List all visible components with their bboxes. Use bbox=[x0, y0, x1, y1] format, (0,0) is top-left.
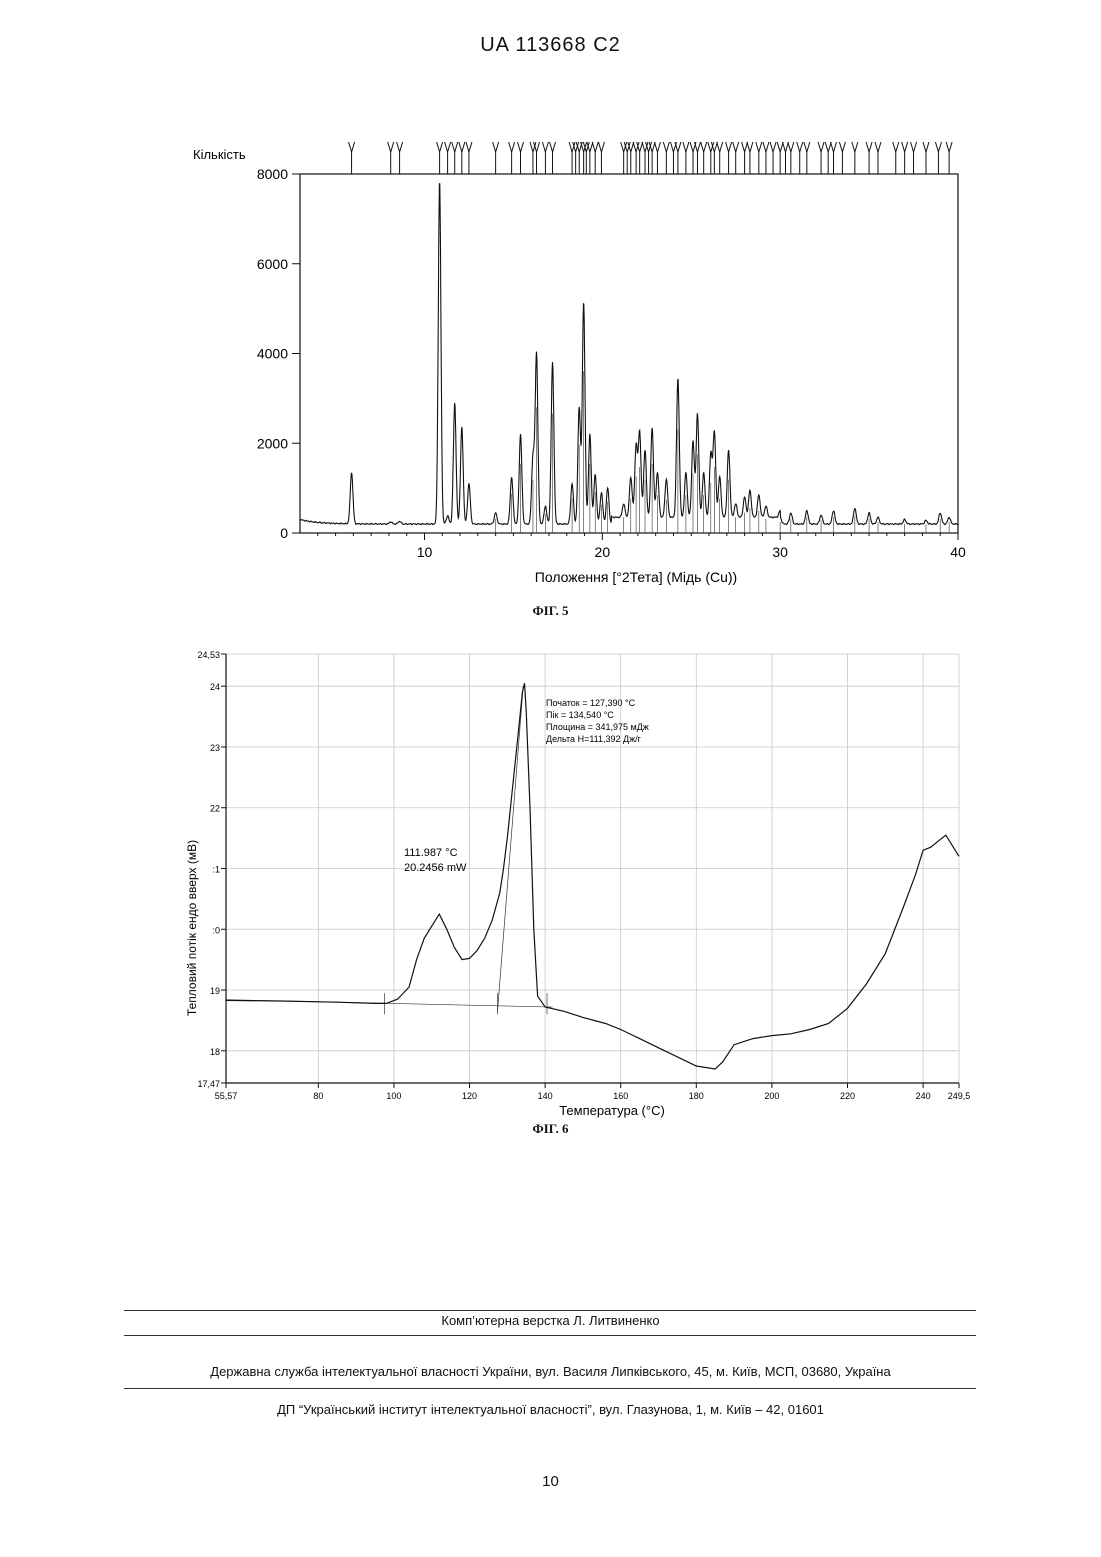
dsc-y-tick-label: :1 bbox=[212, 865, 220, 875]
footer-rule-top bbox=[124, 1310, 976, 1311]
peak-label: Пік = 134,540 °C bbox=[546, 710, 614, 720]
area-label: Площина = 341,975 мДж bbox=[546, 722, 649, 732]
peak1-temp-label: 111.987 °C bbox=[404, 847, 458, 859]
dsc-onset-tangent bbox=[497, 686, 523, 1011]
dsc-x-tick-label: 240 bbox=[916, 1091, 931, 1101]
peak1-value-label: 20.2456 mW bbox=[404, 862, 467, 874]
page-number: 10 bbox=[0, 1473, 1101, 1490]
dsc-y-tick-label: 24,53 bbox=[197, 650, 220, 660]
dsc-x-tick-label: 100 bbox=[386, 1091, 401, 1101]
dsc-y-tick-label: 24 bbox=[210, 682, 220, 692]
footer-agency-address: Державна служба інтелектуальної власност… bbox=[0, 1364, 1101, 1379]
dsc-y-tick-label: 22 bbox=[210, 804, 220, 814]
dsc-x-tick-label: 80 bbox=[313, 1091, 323, 1101]
dsc-x-tick-label: 160 bbox=[613, 1091, 628, 1101]
dsc-x-tick-label: 220 bbox=[840, 1091, 855, 1101]
dsc-y-tick-label: 23 bbox=[210, 743, 220, 753]
dsc-y-tick-label: 18 bbox=[210, 1047, 220, 1057]
dsc-x-tick-label: 55,57 bbox=[215, 1091, 238, 1101]
footer-rule-middle bbox=[124, 1335, 976, 1336]
dsc-y-tick-label: 17,47 bbox=[197, 1079, 220, 1089]
dsc-y-tick-label: 19 bbox=[210, 986, 220, 996]
dsc-x-tick-label: 180 bbox=[689, 1091, 704, 1101]
dsc-x-axis-label: Температура (°С) bbox=[559, 1103, 665, 1118]
dsc-x-tick-label: 200 bbox=[764, 1091, 779, 1101]
footer-rule-bottom bbox=[124, 1388, 976, 1389]
fig6-caption: ФІГ. 6 bbox=[0, 1121, 1101, 1137]
dsc-x-tick-label: 120 bbox=[462, 1091, 477, 1101]
dsc-chart: 17,47 18 19 :0 :1 22 23 24 24,53 55,57 80 100 120 140… bbox=[0, 0, 1101, 1140]
delta-h-label: Дельта Н=111,392 Дж/г bbox=[546, 734, 642, 744]
footer-layout-credit: Комп’ютерна верстка Л. Литвиненко bbox=[0, 1313, 1101, 1328]
dsc-x-tick-label: 140 bbox=[538, 1091, 553, 1101]
dsc-y-axis-label: Тепловий потік ендо вверх (мВ) bbox=[185, 840, 199, 1016]
dsc-y-tick-label: :0 bbox=[212, 925, 220, 935]
onset-label: Початок = 127,390 °C bbox=[546, 698, 636, 708]
dsc-x-tick-label: 249,5 bbox=[948, 1091, 971, 1101]
footer-institute-address: ДП “Український інститут інтелектуальної… bbox=[0, 1402, 1101, 1417]
